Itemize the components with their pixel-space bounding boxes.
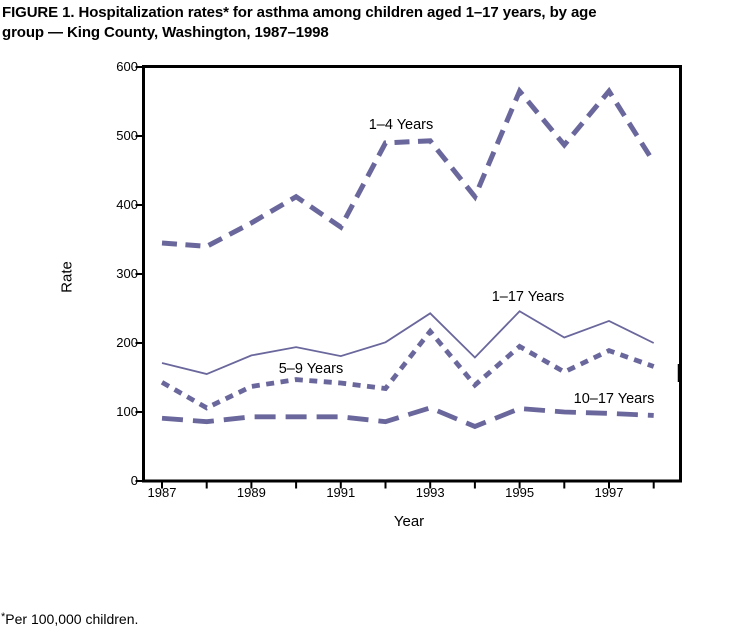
series-label-1-17-years: 1–17 Years [491,289,565,305]
series-line-10-17-years [161,405,654,430]
y-tick-label-400: 400 [116,197,138,212]
footnote: *Per 100,000 children. [1,611,138,627]
x-tick-label-1991: 1991 [326,485,356,500]
y-axis-title: Rate [58,261,76,293]
x-tick-label-1997: 1997 [594,485,624,500]
series-label-1-4-years: 1–4 Years [368,117,434,133]
figure-title-line1: FIGURE 1. Hospitalization rates* for ast… [2,4,597,21]
figure-title-line2: group — King County, Washington, 1987–19… [2,24,329,41]
x-tick-label-1987: 1987 [147,485,177,500]
series-line-1-17-years [161,310,655,375]
x-tick-label-1995: 1995 [505,485,535,500]
footnote-text: Per 100,000 children. [5,611,139,627]
y-tick-label-300: 300 [116,266,138,281]
footnote-asterisk: * [1,611,6,623]
series-line-5-9-years [160,327,655,411]
x-tick-label-1989: 1989 [236,485,266,500]
y-tick-label-500: 500 [116,128,138,143]
figure-title: FIGURE 1. Hospitalization rates* for ast… [2,3,746,43]
y-tick-label-600: 600 [116,59,138,74]
y-tick-label-100: 100 [116,404,138,419]
series-line-1-4-years [161,86,656,249]
y-tick-label-0: 0 [130,473,138,488]
y-tick-label-200: 200 [116,335,138,350]
series-label-5-9-years: 5–9 Years [278,361,344,377]
x-axis-title: Year [393,513,425,530]
series-label-10-17-years: 10–17 Years [573,391,655,407]
x-tick-label-1993: 1993 [415,485,445,500]
